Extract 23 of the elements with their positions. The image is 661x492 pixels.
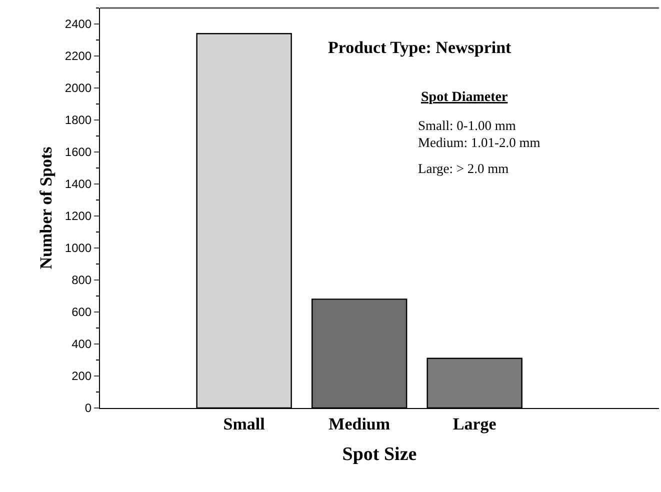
y-tick-label: 1000 [64, 241, 92, 256]
text: Product Type: Newsprint [328, 38, 512, 57]
y-tick-label: 1400 [64, 177, 92, 192]
x-axis-title: Spot Size [342, 444, 417, 466]
annotation: Small: 0-1.00 mm [418, 118, 516, 133]
y-tick-label: 800 [72, 273, 92, 288]
y-tick-label: 2000 [64, 81, 92, 96]
y-tick-label: 2400 [64, 17, 92, 32]
x-tick-label: Medium [328, 414, 390, 434]
y-axis-title: Number of Spots [36, 146, 56, 270]
x-tick-label: Small [223, 414, 266, 434]
y-tick-label: 1200 [64, 209, 92, 224]
y-tick-label: 0 [84, 401, 92, 416]
y-tick-label: 200 [72, 369, 92, 384]
y-tick-label: 600 [72, 305, 92, 320]
y-tick-label: 2200 [64, 49, 92, 64]
y-tick-label: 1800 [64, 113, 92, 128]
y-tick-label: 1600 [64, 145, 92, 160]
annotation: Large: > 2.0 mm [418, 161, 510, 176]
x-tick-label: Large [452, 414, 497, 434]
annotation: Spot Diameter [421, 90, 508, 105]
y-tick-label: 400 [72, 337, 92, 352]
annotation: Medium: 1.01-2.0 mm [418, 135, 541, 150]
